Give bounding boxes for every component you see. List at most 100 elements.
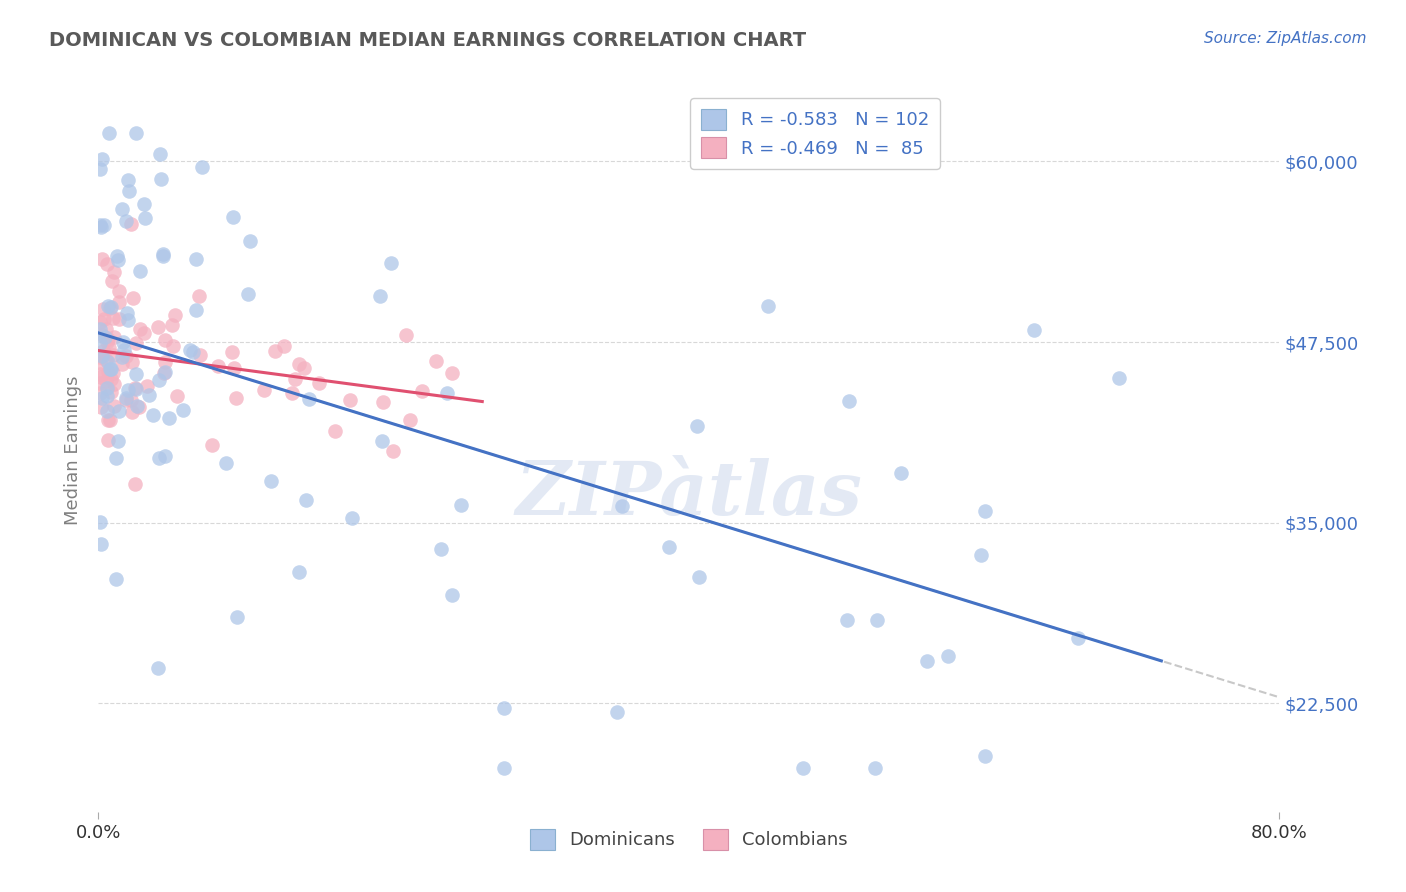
Point	[436, 386, 458, 401]
Point	[89, 336, 111, 351]
Point	[239, 235, 262, 249]
Point	[103, 376, 125, 391]
Point	[89, 376, 111, 391]
Point	[91, 302, 114, 317]
Point	[94, 322, 117, 336]
Point	[94, 330, 117, 344]
Point	[89, 368, 111, 382]
Point	[430, 542, 453, 557]
Point	[974, 503, 997, 517]
Point	[128, 264, 150, 278]
Point	[273, 338, 295, 352]
Point	[120, 217, 142, 231]
Point	[100, 300, 122, 314]
Point	[1067, 631, 1090, 645]
Point	[124, 477, 146, 491]
Point	[225, 610, 247, 624]
Point	[125, 367, 148, 381]
Point	[100, 413, 122, 427]
Point	[287, 565, 309, 579]
Point	[89, 350, 111, 364]
Point	[411, 384, 433, 398]
Point	[90, 537, 112, 551]
Point	[179, 343, 201, 358]
Point	[103, 265, 125, 279]
Point	[121, 404, 143, 418]
Point	[114, 393, 136, 408]
Point	[97, 341, 120, 355]
Point	[160, 318, 183, 333]
Point	[115, 391, 138, 405]
Point	[152, 247, 174, 261]
Point	[835, 613, 858, 627]
Point	[264, 344, 287, 359]
Point	[117, 306, 139, 320]
Point	[146, 660, 169, 674]
Point	[222, 210, 245, 224]
Point	[155, 450, 177, 464]
Point	[606, 705, 628, 719]
Point	[398, 413, 420, 427]
Point	[298, 392, 321, 406]
Point	[221, 344, 243, 359]
Point	[107, 253, 129, 268]
Point	[686, 418, 709, 433]
Point	[96, 353, 118, 368]
Point	[124, 381, 146, 395]
Point	[148, 450, 170, 465]
Point	[166, 389, 188, 403]
Point	[108, 285, 131, 299]
Text: DOMINICAN VS COLOMBIAN MEDIAN EARNINGS CORRELATION CHART: DOMINICAN VS COLOMBIAN MEDIAN EARNINGS C…	[49, 31, 806, 50]
Point	[225, 391, 247, 405]
Point	[323, 424, 346, 438]
Point	[101, 366, 124, 380]
Point	[111, 357, 134, 371]
Point	[157, 410, 180, 425]
Point	[450, 498, 472, 512]
Point	[395, 327, 418, 342]
Point	[190, 160, 212, 174]
Point	[890, 467, 912, 481]
Point	[128, 322, 150, 336]
Point	[1108, 371, 1130, 385]
Point	[184, 252, 207, 266]
Point	[104, 451, 127, 466]
Point	[207, 359, 229, 373]
Point	[118, 184, 141, 198]
Point	[110, 350, 132, 364]
Point	[125, 126, 148, 140]
Point	[89, 322, 111, 336]
Point	[98, 126, 121, 140]
Point	[120, 393, 142, 408]
Point	[441, 589, 464, 603]
Point	[121, 355, 143, 369]
Point	[1022, 323, 1045, 337]
Point	[96, 381, 118, 395]
Point	[382, 444, 405, 458]
Point	[89, 161, 111, 176]
Point	[103, 329, 125, 343]
Point	[100, 361, 122, 376]
Point	[215, 456, 238, 470]
Point	[441, 366, 464, 380]
Text: Source: ZipAtlas.com: Source: ZipAtlas.com	[1204, 31, 1367, 46]
Point	[89, 356, 111, 370]
Point	[373, 395, 395, 409]
Point	[91, 252, 114, 266]
Point	[101, 274, 124, 288]
Point	[97, 355, 120, 369]
Point	[281, 386, 304, 401]
Point	[288, 357, 311, 371]
Point	[152, 249, 174, 263]
Point	[260, 474, 283, 488]
Point	[494, 761, 516, 775]
Point	[96, 257, 118, 271]
Point	[138, 388, 160, 402]
Point	[658, 541, 681, 555]
Point	[253, 383, 276, 397]
Point	[117, 173, 139, 187]
Point	[96, 404, 118, 418]
Point	[101, 348, 124, 362]
Point	[142, 409, 165, 423]
Point	[494, 700, 516, 714]
